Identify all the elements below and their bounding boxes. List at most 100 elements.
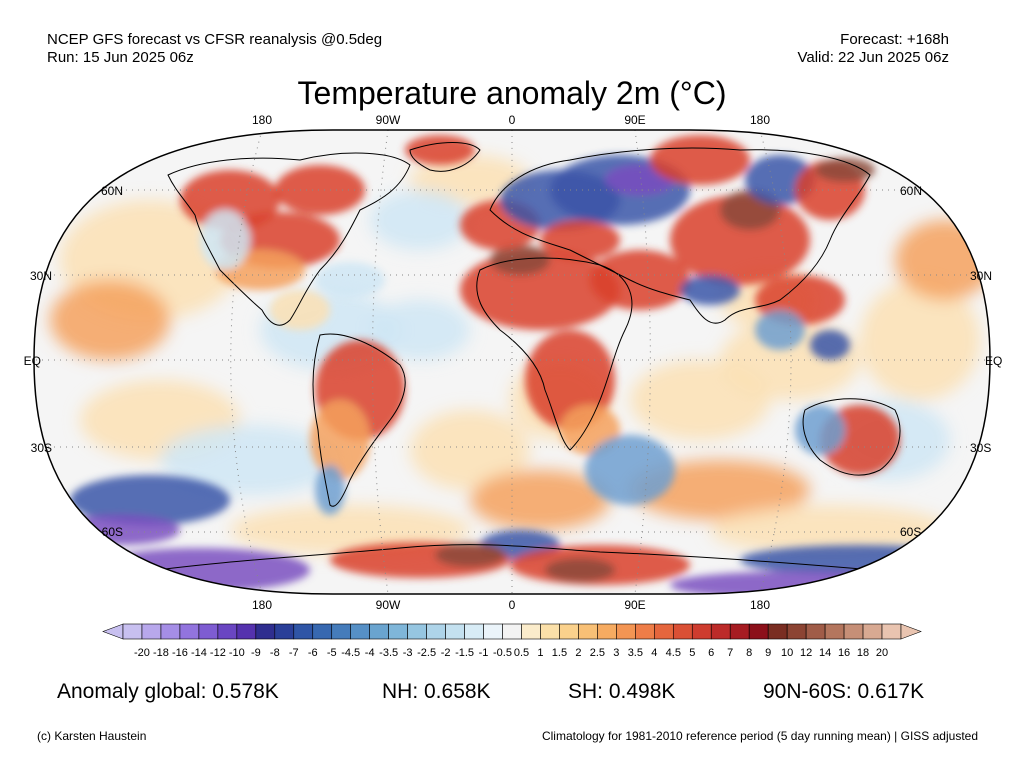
colorbar-tick-label: -12 [210, 647, 226, 659]
colorbar-tick-label: -2 [441, 647, 451, 659]
colorbar-tick-label: 3 [613, 647, 619, 659]
anomaly-region [180, 170, 280, 230]
lon-label-bottom: 180 [252, 598, 272, 612]
lon-label-bottom: 90E [624, 598, 645, 612]
colorbar-segment [255, 623, 276, 640]
colorbar-segment [293, 623, 314, 640]
colorbar-tick-label: 1.5 [552, 647, 567, 659]
globe-outline [33, 129, 991, 595]
anomaly-region [50, 280, 170, 360]
anomaly-region [525, 330, 615, 430]
lat-label-right: 60S [900, 525, 921, 539]
anomaly-region [650, 135, 750, 185]
colorbar-min-arrow [102, 623, 124, 640]
anomaly-region [585, 435, 675, 505]
colorbar-tick-label: -8 [270, 647, 280, 659]
coordinate-labels: 180 90W 0 90E 180 180 90W 0 90E 180 60N … [24, 113, 1003, 612]
valid-time-label: Valid: 22 Jun 2025 06z [797, 49, 949, 66]
colorbar-segment [767, 623, 788, 640]
colorbar-segment [236, 623, 257, 640]
anomaly-region [815, 158, 875, 182]
lon-label-top: 90E [624, 113, 645, 127]
run-time-label: Run: 15 Jun 2025 06z [47, 49, 194, 66]
colorbar-tick-label: -1.5 [455, 647, 474, 659]
colorbar-tick-label: 3.5 [628, 647, 643, 659]
colorbar-tick-label: 12 [800, 647, 812, 659]
lat-label-right: EQ [985, 354, 1002, 368]
anomaly-region [810, 330, 850, 360]
colorbar-tick-label: -18 [153, 647, 169, 659]
colorbar-segment [824, 623, 845, 640]
lon-label-bottom: 0 [509, 598, 516, 612]
colorbar-tick-label: -14 [191, 647, 207, 659]
colorbar-segment [597, 623, 617, 640]
lat-label-left: 30N [30, 269, 52, 283]
colorbar-segment [426, 623, 446, 640]
colorbar-tick-label: 4.5 [666, 647, 681, 659]
colorbar-segment [160, 623, 181, 640]
colorbar-segment [274, 623, 295, 640]
colorbar-segment [748, 623, 769, 640]
colorbar-tick-label: -3.5 [379, 647, 398, 659]
colorbar-tick-label: -9 [251, 647, 261, 659]
lon-label-top: 0 [509, 113, 516, 127]
colorbar-segment [635, 623, 655, 640]
map-title: Temperature anomaly 2m (°C) [297, 75, 727, 111]
colorbar-segment [331, 623, 352, 640]
credit-label: (c) Karsten Haustein [37, 729, 147, 743]
anomaly-region [470, 470, 610, 530]
colorbar-tick-label: -3 [403, 647, 413, 659]
colorbar-tick-label: -1 [479, 647, 489, 659]
model-info-line: NCEP GFS forecast vs CFSR reanalysis @0.… [47, 31, 383, 48]
colorbar-segment [654, 623, 674, 640]
colorbar-tick-label: 6 [708, 647, 714, 659]
colorbar-tick-label: -10 [229, 647, 245, 659]
antarctica-coast [119, 544, 931, 576]
colorbar-tick-label: 9 [765, 647, 771, 659]
lat-label-left: 60S [102, 525, 123, 539]
anomaly-region [270, 290, 330, 330]
colorbar-segment [369, 623, 389, 640]
colorbar-segment [388, 623, 408, 640]
anomaly-region [860, 280, 980, 400]
colorbar-tick-label: 10 [781, 647, 793, 659]
anomaly-region [545, 558, 615, 582]
anomaly-region [160, 425, 340, 495]
anomaly-region [315, 262, 385, 298]
colorbar-tick-label: 2.5 [590, 647, 605, 659]
global-anomaly-stat: Anomaly global: 0.578K [57, 680, 279, 703]
colorbar-segment [217, 623, 238, 640]
forecast-hour-label: Forecast: +168h [840, 31, 949, 48]
colorbar-tick-label: 1 [537, 647, 543, 659]
colorbar-segment [407, 623, 427, 640]
anomaly-region [70, 475, 230, 525]
colorbar-segment [578, 623, 598, 640]
anomaly-region [410, 410, 530, 490]
colorbar-tick-label: 20 [876, 647, 888, 659]
lat-label-left: EQ [24, 354, 41, 368]
colorbar-segment [729, 623, 750, 640]
colorbar-segment [350, 623, 370, 640]
temperature-anomaly-map: 180 90W 0 90E 180 180 90W 0 90E 180 60N … [24, 113, 1003, 612]
colorbar-segment [616, 623, 636, 640]
lon-label-top: 90W [376, 113, 401, 127]
lat-label-right: 60N [900, 184, 922, 198]
anomaly-region [540, 220, 620, 260]
colorbar-tick-label: 16 [838, 647, 850, 659]
colorbar-segment [312, 623, 333, 640]
colorbar-tick-label: -0.5 [493, 647, 512, 659]
anomaly-region [755, 310, 805, 350]
colorbar-segment [122, 623, 143, 640]
colorbar-tick-label: -20 [134, 647, 150, 659]
colorbar-segment [502, 623, 522, 640]
band-anomaly-stat: 90N-60S: 0.617K [763, 680, 925, 703]
colorbar-labels: -20 -18 -16 -14 -12 -10 -9 -8 -7 -6 -5 -4.5 -4 -3.5 -3… [134, 647, 888, 659]
colorbar-segment [881, 623, 902, 640]
colorbar-segment [843, 623, 864, 640]
anomaly-region [680, 275, 740, 305]
colorbar-segment [710, 623, 731, 640]
graticule [34, 130, 990, 594]
anomaly-region [275, 165, 365, 215]
colorbar-tick-label: -16 [172, 647, 188, 659]
anomaly-region [370, 300, 470, 360]
